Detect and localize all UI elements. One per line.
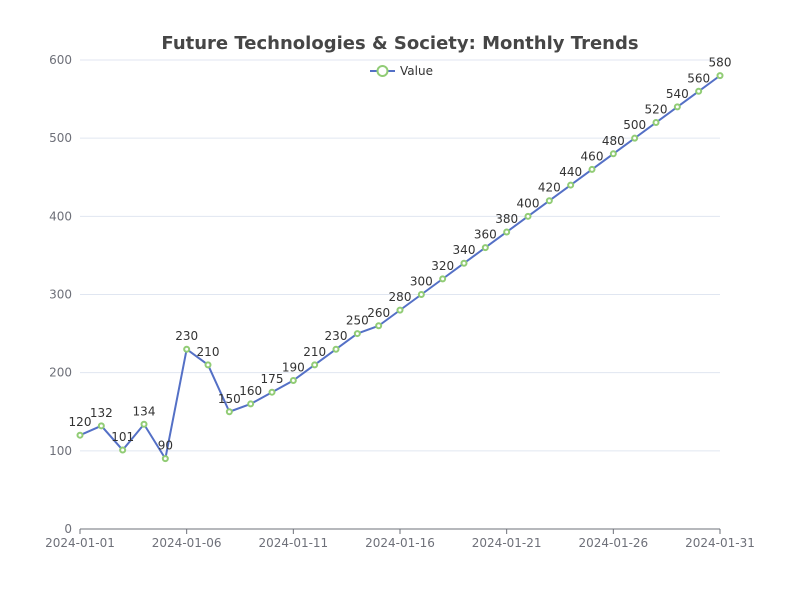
x-tick-label-2024-01-11: 2024-01-11	[258, 536, 328, 550]
data-label: 500	[623, 118, 646, 132]
data-point	[417, 291, 425, 298]
data-point	[289, 376, 297, 384]
data-point	[76, 431, 84, 439]
series-value	[76, 72, 724, 463]
data-point	[439, 275, 447, 283]
data-label: 210	[303, 345, 326, 359]
data-point	[588, 165, 596, 173]
x-tick-label-2024-01-01: 2024-01-01	[45, 536, 115, 550]
data-label: 90	[158, 439, 173, 453]
data-label: 230	[175, 329, 198, 343]
data-label: 540	[666, 87, 689, 101]
data-label: 190	[282, 360, 305, 374]
grid-lines	[80, 59, 720, 452]
data-point	[567, 181, 575, 189]
data-point	[161, 455, 169, 463]
y-tick-label-200: 200	[49, 366, 72, 380]
data-point	[119, 446, 127, 454]
y-tick-label-300: 300	[49, 288, 72, 302]
data-point	[460, 259, 468, 267]
data-label: 210	[197, 345, 220, 359]
axes: 0 100 200 300 400 500 600 2024-01-01 2024-01-06 2…	[45, 53, 755, 550]
data-label: 560	[687, 71, 710, 85]
data-point	[609, 150, 617, 158]
data-point	[97, 422, 105, 430]
data-point	[545, 197, 553, 205]
data-label: 101	[111, 430, 134, 444]
data-point	[247, 400, 255, 408]
x-tick-label-2024-01-06: 2024-01-06	[152, 536, 222, 550]
data-point	[183, 345, 191, 353]
data-labels: 1201321011349023021015016017519021023025…	[69, 56, 732, 453]
data-label: 440	[559, 165, 582, 179]
y-tick-label-500: 500	[49, 131, 72, 145]
data-point	[311, 361, 319, 369]
legend[interactable]: Value	[370, 64, 433, 78]
data-point	[140, 420, 148, 428]
x-tick-label-2024-01-21: 2024-01-21	[472, 536, 542, 550]
data-label: 132	[90, 406, 113, 420]
data-label: 250	[346, 314, 369, 328]
data-label: 580	[709, 56, 732, 70]
data-label: 280	[389, 290, 412, 304]
y-tick-label-400: 400	[49, 209, 72, 223]
x-tick-label-2024-01-16: 2024-01-16	[365, 536, 435, 550]
y-tick-label-0: 0	[64, 522, 72, 536]
data-label: 360	[474, 228, 497, 242]
data-label: 175	[261, 372, 284, 386]
x-tick-label-2024-01-26: 2024-01-26	[578, 536, 648, 550]
data-point	[503, 228, 511, 236]
data-label: 300	[410, 275, 433, 289]
data-point	[268, 388, 276, 396]
legend-marker-icon	[376, 65, 389, 77]
data-point	[375, 322, 383, 330]
data-point	[524, 212, 532, 220]
data-label: 160	[239, 384, 262, 398]
data-label: 460	[581, 149, 604, 163]
data-label: 120	[69, 415, 92, 429]
data-label: 260	[367, 306, 390, 320]
data-label: 134	[133, 404, 156, 418]
data-point	[652, 119, 660, 127]
data-label: 230	[325, 329, 348, 343]
legend-label: Value	[400, 64, 433, 78]
chart-title: Future Technologies & Society: Monthly T…	[161, 33, 638, 54]
data-point	[396, 306, 404, 314]
data-point	[481, 244, 489, 252]
data-point	[716, 72, 724, 80]
data-label: 150	[218, 392, 241, 406]
data-point	[631, 134, 639, 142]
data-point	[695, 87, 703, 95]
data-point	[353, 330, 361, 338]
data-label: 380	[495, 212, 518, 226]
data-point	[332, 345, 340, 353]
data-label: 420	[538, 181, 561, 195]
x-tick-label-2024-01-31: 2024-01-31	[685, 536, 755, 550]
data-label: 480	[602, 134, 625, 148]
data-label: 400	[517, 196, 540, 210]
data-point	[204, 361, 212, 369]
data-point	[225, 408, 233, 416]
data-point	[673, 103, 681, 111]
data-label: 320	[431, 259, 454, 273]
y-tick-label-600: 600	[49, 53, 72, 67]
y-tick-label-100: 100	[49, 444, 72, 458]
data-label: 340	[453, 243, 476, 257]
data-label: 520	[645, 103, 668, 117]
